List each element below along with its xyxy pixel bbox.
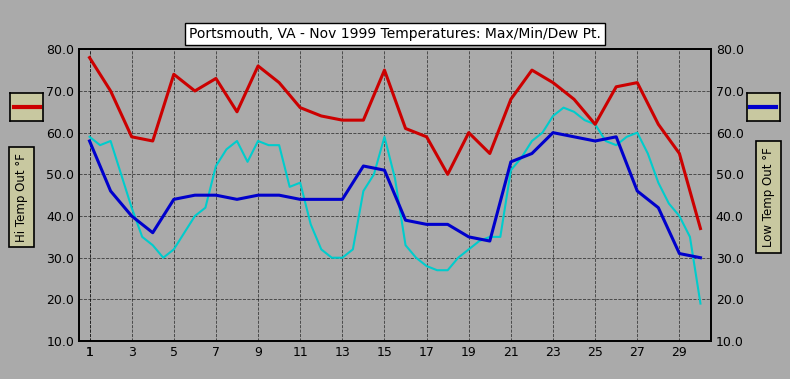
Title: Portsmouth, VA - Nov 1999 Temperatures: Max/Min/Dew Pt.: Portsmouth, VA - Nov 1999 Temperatures: …	[189, 27, 601, 41]
Text: Hi Temp Out °F: Hi Temp Out °F	[15, 153, 28, 241]
Text: Low Temp Out °F: Low Temp Out °F	[762, 147, 775, 247]
